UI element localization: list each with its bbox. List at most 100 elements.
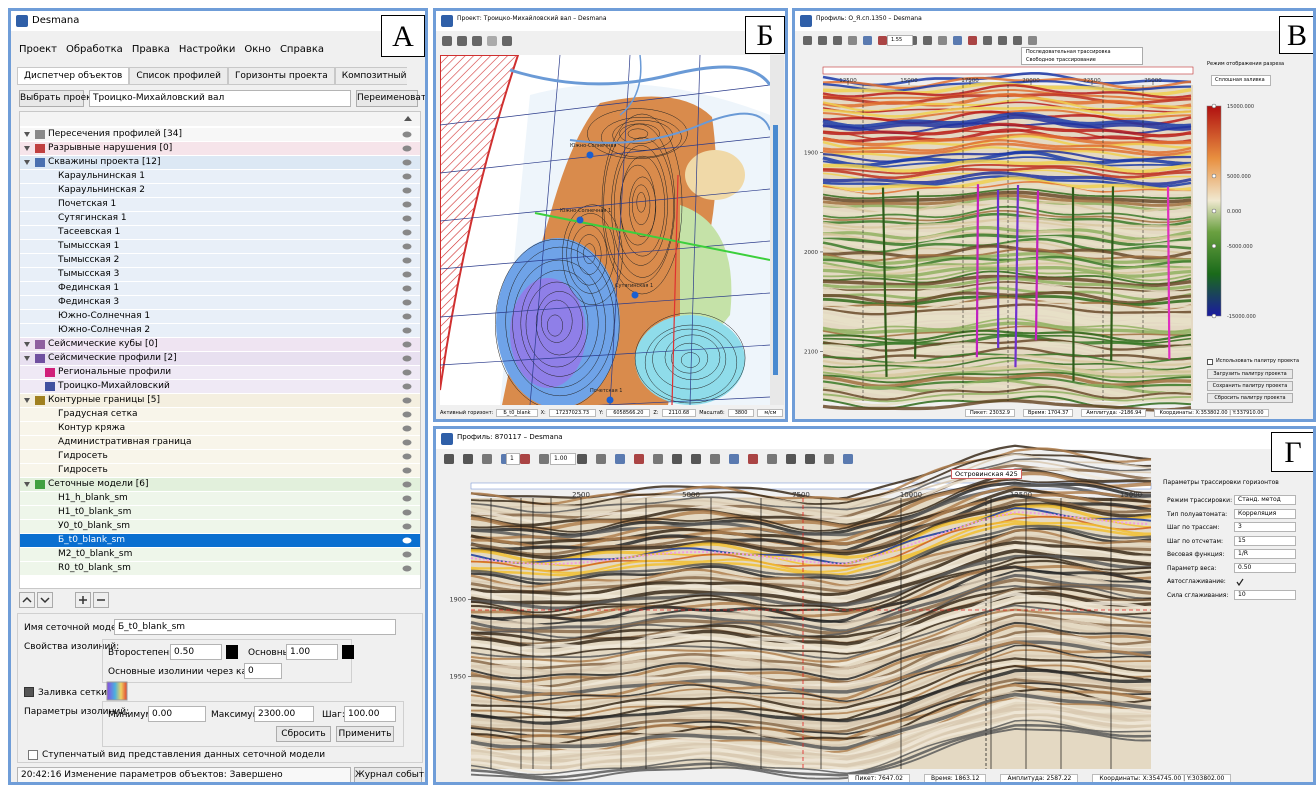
seismic-reflector [470,536,1152,593]
page-input[interactable]: 1 [506,453,520,465]
max-input[interactable]: 2300.00 [254,706,314,722]
tree-row[interactable]: Пересечения профилей [34] [20,128,420,142]
tree-row[interactable]: Тасеевская 1 [20,226,420,240]
tool-icon [805,454,815,464]
menu-item[interactable]: Справка [279,44,324,55]
icon-box [441,15,453,27]
panel-label: Б [745,16,785,54]
visibility-icon [402,355,412,362]
tree-row[interactable]: Караульнинская 1 [20,170,420,184]
tree-row[interactable]: Тымысская 2 [20,254,420,268]
tree-row[interactable]: H1_h_blank_sm [20,492,420,506]
profile-line [440,344,770,366]
tree-row[interactable]: Сейсмические профили [2] [20,352,420,366]
menu-bar: Проект Обработка Правка Настройки Окно Справк… [19,44,324,55]
seismic-reflector [822,128,1192,144]
gradient [106,681,128,701]
display-mode-select[interactable]: Сплошная заливка [1211,75,1271,86]
menu-item[interactable]: Окно [244,44,271,55]
window-object-manager: Desmana А Проект Обработка Правка Настройки Ок… [8,8,428,785]
palette-button[interactable]: Сбросить палитру проекта [1207,393,1293,403]
tree-row[interactable]: Контур кряжа [20,422,420,436]
tree-row[interactable]: Контурные границы [5] [20,394,420,408]
colorbar-label: 5000.000 [1227,174,1251,180]
tool-icon [863,36,872,45]
minor-input[interactable]: 0.50 [170,644,222,660]
param-input[interactable]: 3 [1234,522,1296,532]
tree-row[interactable]: Скважины проекта [12] [20,156,420,170]
seismic-reflector [470,691,1152,747]
seismic-section: 2500 5000 7500 10000 12500 15000 1900 1950 [449,444,1152,782]
menu-item[interactable]: Настройки [178,44,236,55]
tab[interactable]: Горизонты проекта [227,67,335,85]
tree-row[interactable]: Административная граница [20,436,420,450]
select-project-button[interactable]: Выбрать проект [19,90,97,107]
param-input[interactable]: Корреляция [1234,508,1296,519]
param-input[interactable]: 1/R [1234,549,1296,559]
tree-row[interactable]: Тымысская 1 [20,240,420,254]
major-input[interactable]: 1.00 [286,644,338,660]
param-input[interactable]: Станд. метод [1234,495,1296,505]
tree-row[interactable]: H1_t0_blank_sm [20,506,420,520]
field-label: Заливка сетки: [38,688,111,698]
menu-item[interactable]: Обработка [66,44,123,55]
apply-button[interactable]: Применить [336,726,394,742]
tree-row[interactable]: Сутягинская 1 [20,212,420,226]
step-input[interactable]: 100.00 [344,706,396,722]
tree-row[interactable]: Южно-Солнечная 2 [20,324,420,338]
tree-row[interactable]: Градусная сетка [20,408,420,422]
zoom-input[interactable]: 1.55 [887,35,913,46]
tree-item-label: Гидросеть [58,465,108,475]
zoom-input[interactable]: 1.00 [550,453,576,465]
tree-row[interactable]: У0_t0_blank_sm [20,520,420,534]
param-input[interactable]: 10 [1234,589,1296,600]
tree-row[interactable]: Региональные профили [20,366,420,380]
tree-row[interactable]: Разрывные нарушения [0] [20,142,420,156]
seismic-reflector [471,493,1152,550]
x-tick-label: 12500 [839,78,857,84]
tree-row[interactable]: Южно-Солнечная 1 [20,310,420,324]
tree-row[interactable]: Фединская 3 [20,296,420,310]
tree-row[interactable]: Троицко-Михайловский [20,380,420,394]
tree-item-label: Сейсмические профили [2] [48,353,177,363]
param-input[interactable]: 15 [1234,535,1296,546]
palette-button[interactable]: Загрузить палитру проекта [1207,369,1293,379]
status-field: Амплитуда: 2587.22 [1000,774,1079,782]
grid-name-input[interactable]: Б_t0_blank_sm [114,619,396,635]
tree-row[interactable]: Гидросеть [20,464,420,478]
seismic-reflector [822,150,1191,167]
major-every-input[interactable]: 0 [244,663,282,679]
tree-row[interactable]: Б_t0_blank_sm [20,534,420,548]
menu-item[interactable]: Последовательная трассировка [1026,49,1111,55]
tab[interactable]: Композитный разрез [334,67,407,85]
min-input[interactable]: 0.00 [148,706,206,722]
tree-row[interactable]: Сейсмические кубы [0] [20,338,420,352]
tree-row[interactable]: Сеточные модели [6] [20,478,420,492]
status-line[interactable]: 20:42:16 Изменение параметров объектов: … [17,767,351,782]
tree-row[interactable]: Гидросеть [20,450,420,464]
tree-row[interactable]: Тымысская 3 [20,268,420,282]
tree-item-label: Разрывные нарушения [0] [48,143,173,153]
eye [402,537,412,544]
tab[interactable]: Список профилей [129,67,228,85]
menu-item[interactable]: Проект [19,44,58,55]
event-log-button[interactable]: Журнал событий [354,767,425,782]
tree-row[interactable]: Караульнинская 2 [20,184,420,198]
project-name[interactable]: Троицко-Михайловский вал [89,90,351,107]
contour-line [520,269,599,377]
reset-button[interactable]: Сбросить [276,726,331,742]
tree-row[interactable]: R0_t0_blank_sm [20,562,420,576]
palette-button[interactable]: Сохранить палитру проекта [1207,381,1293,391]
tab[interactable]: Диспетчер объектов [17,67,130,85]
visibility-icon [402,565,412,572]
tree-row[interactable]: Почетская 1 [20,198,420,212]
tree-row[interactable]: Фединская 1 [20,282,420,296]
rename-button[interactable]: Переименовать [356,90,425,107]
tool-icon [953,36,962,45]
menu-item[interactable]: Свободное трассирование [1026,57,1096,63]
param-input[interactable]: 0.50 [1234,562,1296,573]
tree-row[interactable]: M2_t0_blank_sm [20,548,420,562]
menu-item[interactable]: Правка [131,44,170,55]
title-bar: Проект: Троицко-Михайловский вал – Desma… [436,11,785,31]
